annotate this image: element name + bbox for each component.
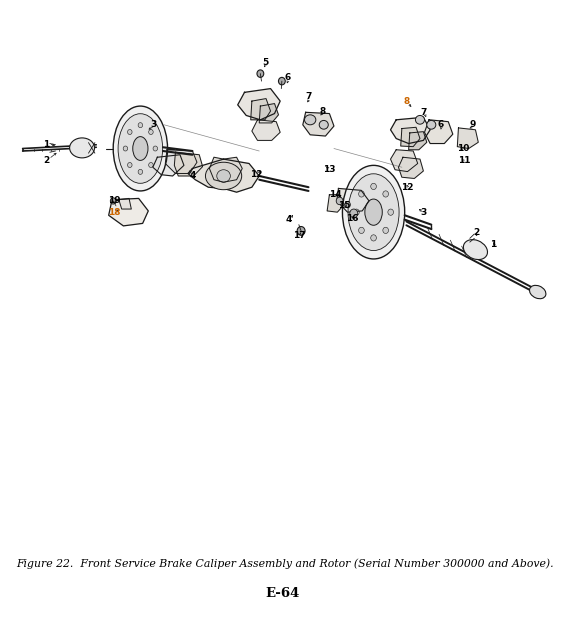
Ellipse shape bbox=[123, 146, 128, 151]
Ellipse shape bbox=[205, 162, 242, 190]
Text: 14: 14 bbox=[329, 190, 341, 199]
Ellipse shape bbox=[342, 165, 405, 259]
Text: 2: 2 bbox=[473, 228, 480, 236]
Text: 8: 8 bbox=[403, 97, 410, 105]
Ellipse shape bbox=[383, 227, 388, 233]
Polygon shape bbox=[337, 188, 369, 212]
Ellipse shape bbox=[336, 197, 343, 205]
Ellipse shape bbox=[149, 130, 153, 135]
Polygon shape bbox=[251, 99, 271, 120]
Polygon shape bbox=[252, 120, 280, 140]
Polygon shape bbox=[119, 198, 131, 209]
Ellipse shape bbox=[127, 130, 132, 135]
Ellipse shape bbox=[257, 70, 264, 77]
Ellipse shape bbox=[354, 209, 359, 215]
Ellipse shape bbox=[383, 191, 388, 197]
Text: 6: 6 bbox=[284, 74, 291, 82]
Ellipse shape bbox=[110, 198, 116, 204]
Ellipse shape bbox=[427, 120, 436, 129]
Ellipse shape bbox=[371, 183, 376, 190]
Polygon shape bbox=[303, 112, 334, 136]
Ellipse shape bbox=[371, 235, 376, 241]
Polygon shape bbox=[424, 120, 453, 144]
Ellipse shape bbox=[133, 137, 148, 160]
Text: 15: 15 bbox=[338, 202, 350, 210]
Ellipse shape bbox=[127, 162, 132, 167]
Polygon shape bbox=[391, 150, 418, 172]
Polygon shape bbox=[109, 198, 148, 226]
Text: 13: 13 bbox=[323, 165, 336, 174]
Text: 19: 19 bbox=[108, 197, 121, 205]
Text: 5: 5 bbox=[261, 58, 268, 67]
Ellipse shape bbox=[153, 146, 157, 151]
Ellipse shape bbox=[359, 191, 365, 197]
Text: 16: 16 bbox=[346, 214, 358, 223]
Polygon shape bbox=[457, 128, 478, 149]
Text: 17: 17 bbox=[293, 232, 305, 240]
Polygon shape bbox=[174, 152, 203, 176]
Text: 4: 4 bbox=[285, 215, 292, 224]
Ellipse shape bbox=[345, 202, 350, 208]
Ellipse shape bbox=[138, 123, 143, 128]
Polygon shape bbox=[327, 195, 344, 212]
Text: E-64: E-64 bbox=[266, 587, 300, 600]
Ellipse shape bbox=[297, 227, 305, 235]
Text: 3: 3 bbox=[151, 120, 157, 129]
Ellipse shape bbox=[138, 169, 143, 174]
Text: 7: 7 bbox=[306, 92, 312, 101]
Ellipse shape bbox=[305, 115, 316, 125]
Text: 10: 10 bbox=[457, 144, 469, 153]
Polygon shape bbox=[391, 117, 430, 144]
Polygon shape bbox=[165, 150, 197, 173]
Polygon shape bbox=[209, 157, 242, 182]
Polygon shape bbox=[153, 155, 184, 176]
Ellipse shape bbox=[149, 162, 153, 167]
Text: 3: 3 bbox=[420, 208, 427, 217]
Ellipse shape bbox=[319, 120, 328, 129]
Text: 6: 6 bbox=[437, 120, 444, 129]
Text: 9: 9 bbox=[469, 120, 476, 129]
Text: 1: 1 bbox=[43, 140, 50, 149]
Polygon shape bbox=[398, 157, 423, 178]
Ellipse shape bbox=[70, 138, 95, 158]
Polygon shape bbox=[238, 89, 280, 120]
Text: 2: 2 bbox=[43, 156, 50, 165]
Ellipse shape bbox=[278, 77, 285, 85]
Ellipse shape bbox=[415, 115, 424, 124]
Text: Figure 22.  Front Service Brake Caliper Assembly and Rotor (Serial Number 300000: Figure 22. Front Service Brake Caliper A… bbox=[16, 558, 554, 569]
Polygon shape bbox=[401, 127, 420, 147]
Text: 11: 11 bbox=[458, 157, 470, 165]
Ellipse shape bbox=[350, 209, 358, 218]
Text: 12: 12 bbox=[250, 170, 262, 179]
Text: 7: 7 bbox=[420, 108, 427, 117]
Text: 18: 18 bbox=[108, 208, 121, 217]
Ellipse shape bbox=[348, 173, 399, 250]
Ellipse shape bbox=[113, 106, 168, 191]
Ellipse shape bbox=[217, 170, 230, 182]
Ellipse shape bbox=[365, 199, 382, 225]
Ellipse shape bbox=[118, 114, 162, 183]
Text: 8: 8 bbox=[319, 107, 326, 115]
Ellipse shape bbox=[359, 227, 365, 233]
Text: 12: 12 bbox=[401, 183, 414, 192]
Ellipse shape bbox=[529, 285, 546, 299]
Text: 1: 1 bbox=[490, 240, 497, 249]
Text: 4: 4 bbox=[189, 172, 196, 180]
Ellipse shape bbox=[464, 240, 487, 260]
Ellipse shape bbox=[388, 209, 393, 215]
Polygon shape bbox=[188, 159, 259, 192]
Polygon shape bbox=[259, 104, 278, 123]
Polygon shape bbox=[409, 132, 427, 150]
